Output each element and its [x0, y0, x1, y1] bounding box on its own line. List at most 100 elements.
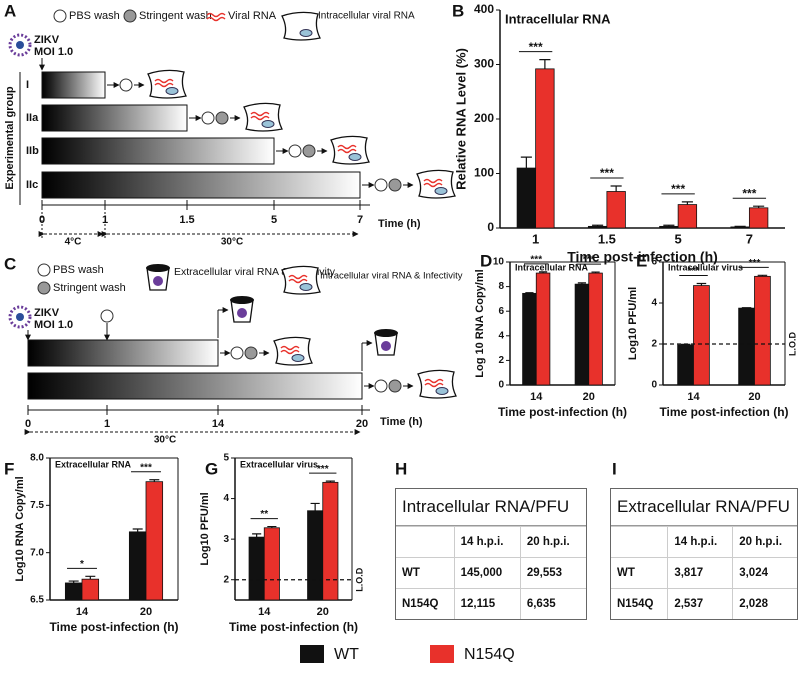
- supernatant-lid: [374, 329, 398, 337]
- exposure-bar: [41, 71, 106, 99]
- x-tick-label: 7: [357, 214, 363, 226]
- x-tick-label: 1: [104, 418, 110, 430]
- error-bar: [538, 271, 548, 274]
- error-bar: [132, 528, 143, 532]
- y-label: Log10 PFU/ml: [627, 287, 639, 360]
- table-cell: 29,553: [519, 557, 586, 589]
- x-tick-label: 20: [583, 391, 595, 403]
- stringent-wash-icon: [388, 379, 402, 393]
- error-bar: [310, 502, 320, 511]
- x-tick-label: 1: [102, 214, 108, 226]
- stringent-wash-icon: [37, 281, 51, 295]
- y-tick-label: 2: [223, 574, 229, 585]
- error-bar: [753, 205, 765, 208]
- nucleus-icon: [291, 354, 305, 362]
- chart-title: Intracellular RNA: [515, 262, 589, 272]
- header-row: 14 h.p.i. 20 h.p.i.: [611, 526, 797, 558]
- nucleus-icon: [261, 120, 275, 128]
- label: MOI 1.0: [34, 46, 73, 58]
- table-row: N154Q 12,115 6,635: [396, 588, 586, 619]
- x-label: Time post-infection (h): [659, 405, 788, 419]
- error-bar: [681, 201, 693, 205]
- table-cell: N154Q: [611, 588, 668, 619]
- bar: [535, 68, 555, 229]
- error-bar: [85, 575, 96, 580]
- y-tick-label: 0: [651, 380, 657, 391]
- legend-swatch: [300, 645, 324, 663]
- significance: ***: [317, 464, 329, 475]
- exposure-bar: [41, 137, 275, 165]
- lod-label: L.O.D: [354, 567, 364, 591]
- header-cell: [396, 526, 455, 558]
- y-tick-label: 4: [223, 493, 229, 504]
- panel-label: E: [636, 251, 647, 270]
- error-bar: [734, 225, 746, 227]
- significance: ***: [749, 258, 761, 269]
- table-h: Intracellular RNA/PFU 14 h.p.i. 20 h.p.i. W…: [395, 488, 587, 620]
- pbs-wash-icon: [119, 78, 133, 92]
- significance: ***: [140, 462, 152, 473]
- significance: **: [260, 509, 268, 520]
- y-tick-label: 4: [498, 330, 504, 341]
- table-cell: 3,817: [667, 557, 733, 589]
- y-tick-label: 300: [474, 57, 494, 71]
- panel-label: D: [480, 251, 492, 270]
- error-bar: [539, 58, 551, 69]
- pbs-wash-icon: [53, 9, 67, 23]
- y-label: Log10 RNA Copy/ml: [14, 476, 26, 581]
- bar: [677, 344, 694, 386]
- header-cell: 20 h.p.i.: [732, 526, 797, 558]
- y-tick-label: 6.5: [30, 595, 44, 606]
- significance: ***: [688, 266, 700, 277]
- bar: [587, 225, 608, 229]
- header-row: 14 h.p.i. 20 h.p.i.: [396, 526, 586, 558]
- label: PBS wash: [53, 264, 104, 276]
- pbs-wash-icon: [374, 379, 388, 393]
- stringent-wash-icon: [244, 346, 258, 360]
- label: MOI 1.0: [34, 319, 73, 331]
- error-bar: [757, 274, 768, 277]
- x-tick-label: 5: [271, 214, 277, 226]
- virus-core: [16, 313, 24, 321]
- pbs-wash-icon: [230, 346, 244, 360]
- panel-label: G: [205, 459, 218, 478]
- bar: [322, 481, 339, 601]
- stringent-wash-icon: [388, 178, 402, 192]
- table-row: N154Q 2,537 2,028: [611, 588, 797, 619]
- error-bar: [252, 533, 262, 538]
- x-label: Time post-infection (h): [229, 620, 358, 634]
- viral-rna-icon: [154, 78, 174, 84]
- legend-label: WT: [334, 646, 359, 663]
- nucleus-icon: [299, 29, 313, 37]
- bar: [738, 307, 755, 386]
- table-cell: 2,537: [667, 588, 733, 619]
- y-tick-label: 5: [223, 453, 229, 464]
- supernatant-lid: [230, 296, 254, 304]
- stringent-wash-icon: [215, 111, 229, 125]
- error-bar: [520, 156, 532, 169]
- bar: [307, 510, 324, 601]
- y-label: Experimental group: [4, 86, 16, 190]
- bar: [81, 578, 100, 601]
- table-cell: 2,028: [732, 588, 797, 619]
- error-bar: [577, 282, 587, 285]
- x-tick-label: 20: [140, 606, 152, 618]
- virus-core: [237, 308, 247, 318]
- error-bar: [696, 282, 707, 286]
- significance: ***: [742, 186, 756, 200]
- viral-rna-icon: [280, 345, 300, 351]
- table-cell: 3,024: [732, 557, 797, 589]
- bar: [693, 285, 710, 386]
- y-tick-label: 200: [474, 111, 494, 125]
- error-bar: [592, 224, 604, 227]
- x-tick-label: 14: [258, 606, 271, 618]
- group-label: IIa: [26, 112, 39, 124]
- table: 14 h.p.i. 20 h.p.i. WT 3,817 3,024 N154Q 2,537…: [611, 526, 797, 619]
- x-tick-label: 14: [687, 391, 700, 403]
- pbs-wash-icon: [201, 111, 215, 125]
- lod-label: L.O.D: [787, 332, 797, 356]
- bar: [659, 225, 679, 229]
- x-tick-label: 20: [748, 391, 760, 403]
- x-label: Time (h): [380, 416, 423, 428]
- error-bar: [663, 224, 675, 227]
